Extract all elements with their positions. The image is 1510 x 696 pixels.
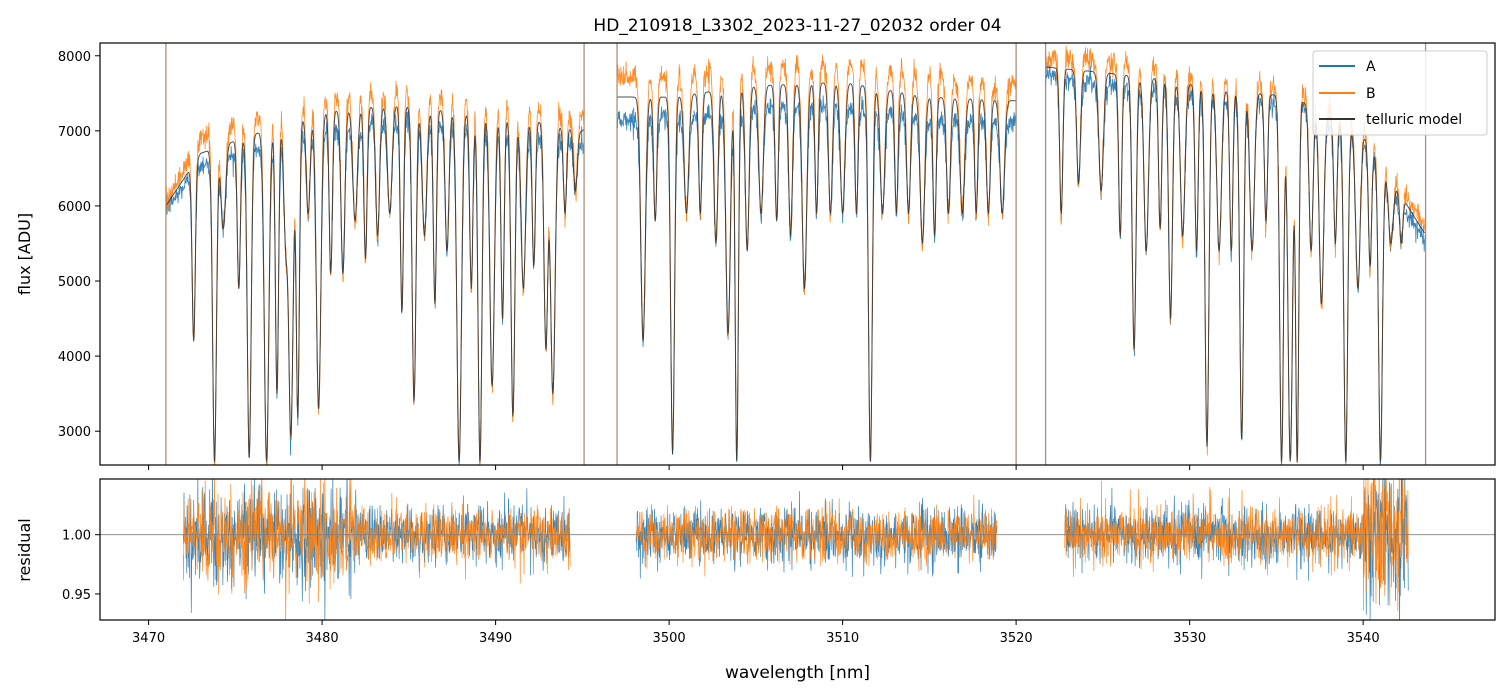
residual-panel: 0.95 1.00 3470 3480 3490 3500 3510 3520 3530 354… <box>15 478 1496 683</box>
legend-label-a: A <box>1366 59 1376 75</box>
figure-title: HD_210918_L3302_2023-11-27_02032 order 0… <box>593 16 1001 36</box>
residual-series-b <box>635 494 998 577</box>
legend-label-telluric-model: telluric model <box>1366 112 1462 128</box>
residual-y-ticks: 0.95 1.00 <box>62 529 100 603</box>
residual-series-b <box>182 479 571 620</box>
flux-y-tick-label: 4000 <box>58 350 91 365</box>
residual-axes-frame <box>99 478 1496 621</box>
legend-box <box>1312 50 1488 136</box>
flux-y-tick-label: 7000 <box>58 125 91 140</box>
x-tick-label: 3490 <box>479 631 512 646</box>
x-tick-label: 3500 <box>653 631 686 646</box>
legend: A B telluric model <box>1312 50 1488 136</box>
flux-y-axis-label: flux [ADU] <box>15 213 34 295</box>
residual-y-axis-label: residual <box>15 518 34 581</box>
residual-x-ticks: 3470 3480 3490 3500 3510 3520 3530 3540 <box>132 620 1380 646</box>
flux-y-tick-label: 8000 <box>58 50 91 65</box>
x-tick-label: 3470 <box>132 631 165 646</box>
telluric-model-line <box>616 82 1017 462</box>
x-axis-label: wavelength [nm] <box>725 663 870 683</box>
x-tick-label: 3540 <box>1347 631 1380 646</box>
telluric-model-line <box>165 106 585 462</box>
residual-series-b <box>1064 479 1409 612</box>
flux-x-ticks <box>148 465 1364 470</box>
x-tick-label: 3520 <box>1000 631 1033 646</box>
x-tick-label: 3530 <box>1173 631 1206 646</box>
telluric-model-line <box>1045 66 1426 463</box>
flux-y-tick-label: 5000 <box>58 275 91 290</box>
residual-plot-area <box>100 479 1495 620</box>
residual-y-tick-label: 0.95 <box>62 588 91 603</box>
x-tick-label: 3510 <box>826 631 859 646</box>
flux-axes-frame <box>99 42 1496 466</box>
flux-plot-area <box>165 43 1427 465</box>
residual-y-tick-label: 1.00 <box>62 529 91 544</box>
flux-y-tick-label: 3000 <box>58 425 91 440</box>
x-tick-label: 3480 <box>306 631 339 646</box>
legend-label-b: B <box>1366 86 1376 102</box>
flux-panel: 3000 4000 5000 6000 7000 8000 flux [ADU] A B … <box>15 42 1496 470</box>
flux-y-tick-label: 6000 <box>58 200 91 215</box>
flux-y-ticks: 3000 4000 5000 6000 7000 8000 <box>58 50 100 440</box>
